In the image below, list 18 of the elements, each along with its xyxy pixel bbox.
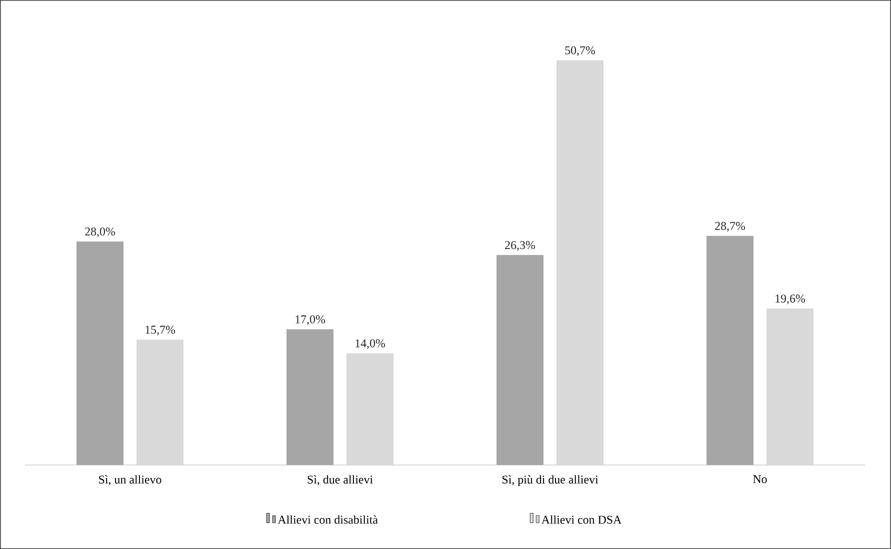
x-tick-label: Sì, due allievi [308, 475, 373, 486]
data-label: 28,7% [715, 222, 746, 232]
legend-label: Allievi con disabilità [278, 515, 378, 524]
legend-label: Allievi con DSA [541, 515, 622, 524]
data-label: 17,0% [296, 315, 326, 326]
x-tick-label: No [753, 475, 767, 484]
bar [496, 255, 544, 465]
data-label: 15,7% [146, 326, 176, 336]
x-tick-label: Sì, un allievo [99, 475, 162, 486]
bar [76, 241, 124, 465]
bar [706, 236, 754, 465]
data-label: 14,0% [356, 339, 386, 350]
x-tick-label: Sì, più di due allievi [502, 475, 598, 486]
data-label: 26,3% [505, 241, 536, 251]
data-label: 19,6% [776, 294, 806, 304]
bar [286, 329, 334, 465]
data-label: 50,7% [565, 46, 596, 56]
data-label: 28,0% [85, 227, 116, 238]
